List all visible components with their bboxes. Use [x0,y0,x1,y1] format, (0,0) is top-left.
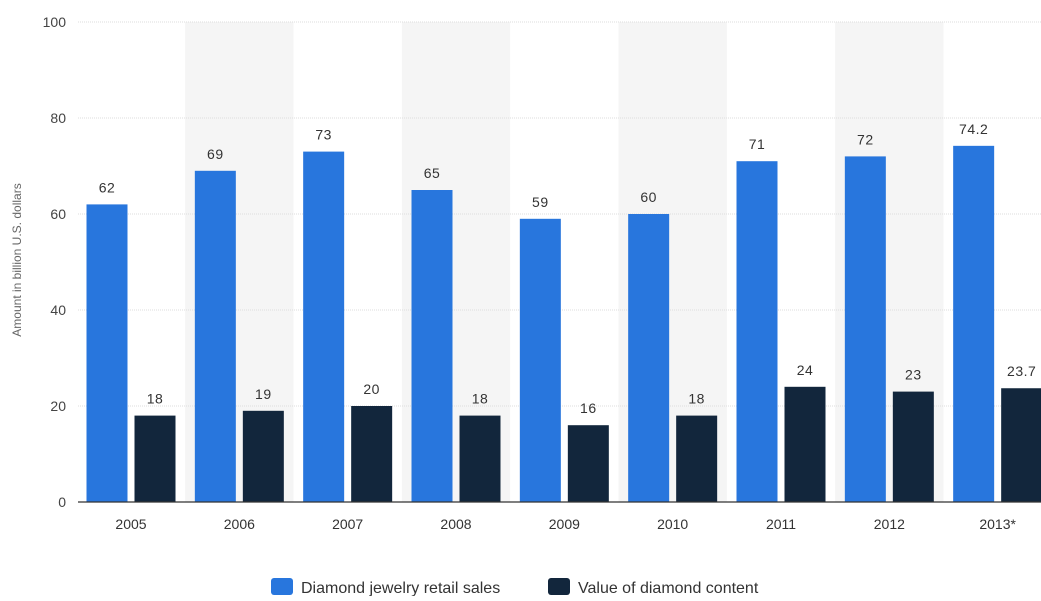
bar-retail-sales[interactable] [195,171,236,502]
y-tick-label: 60 [50,206,66,222]
bar-retail-sales[interactable] [737,161,778,502]
bar-retail-sales[interactable] [520,219,561,502]
y-tick-label: 100 [43,14,67,30]
x-tick-label: 2006 [224,516,255,532]
x-tick-label: 2012 [874,516,905,532]
background-bands [185,22,943,502]
bar-retail-sales[interactable] [628,214,669,502]
bar-retail-sales[interactable] [845,156,886,502]
bar-diamond-content[interactable] [785,387,826,502]
data-label-diamond-content: 18 [688,391,705,407]
x-tick-label: 2008 [440,516,471,532]
data-label-retail-sales: 71 [749,136,766,152]
data-label-diamond-content: 24 [797,362,814,378]
legend-swatch-diamond-content [548,578,570,595]
data-label-retail-sales: 60 [640,189,657,205]
y-tick-label: 20 [50,398,66,414]
legend: Diamond jewelry retail sales Value of di… [271,578,759,596]
legend-item-retail-sales[interactable]: Diamond jewelry retail sales [271,578,500,596]
legend-item-diamond-content[interactable]: Value of diamond content [548,578,759,596]
data-label-diamond-content: 18 [147,391,164,407]
x-tick-label: 2011 [766,516,796,532]
bar-diamond-content[interactable] [568,425,609,502]
bar-retail-sales[interactable] [303,152,344,502]
data-label-retail-sales: 65 [424,165,441,181]
bar-diamond-content[interactable] [893,392,934,502]
bar-diamond-content[interactable] [135,416,176,502]
data-label-retail-sales: 59 [532,194,549,210]
data-label-retail-sales: 74.2 [959,121,988,137]
data-label-diamond-content: 23.7 [1007,363,1036,379]
x-tick-label: 2007 [332,516,363,532]
y-axis-ticks: 0 20 40 60 80 100 [43,14,67,510]
legend-swatch-retail-sales [271,578,293,595]
data-label-diamond-content: 20 [363,381,380,397]
bar-retail-sales[interactable] [412,190,453,502]
data-label-retail-sales: 69 [207,146,224,162]
data-label-retail-sales: 73 [315,127,332,143]
bar-diamond-content[interactable] [1001,388,1041,502]
x-tick-label: 2010 [657,516,688,532]
bar-diamond-content[interactable] [351,406,392,502]
legend-label-retail-sales: Diamond jewelry retail sales [301,580,500,596]
bar-diamond-content[interactable] [676,416,717,502]
y-tick-label: 0 [58,494,66,510]
y-tick-label: 40 [50,302,66,318]
x-tick-label: 2013* [979,516,1016,532]
x-tick-label: 2005 [115,516,146,532]
data-label-diamond-content: 23 [905,367,922,383]
data-label-diamond-content: 16 [580,400,597,416]
data-label-retail-sales: 62 [99,179,116,195]
data-label-diamond-content: 18 [472,391,489,407]
data-label-diamond-content: 19 [255,386,272,402]
y-tick-label: 80 [50,110,66,126]
data-label-retail-sales: 72 [857,131,874,147]
bar-retail-sales[interactable] [87,204,128,502]
x-axis-ticks: 2005 2006 2007 2008 2009 2010 2011 2012 2013* [115,516,1016,532]
bar-diamond-content[interactable] [243,411,284,502]
y-axis-label: Amount in billion U.S. dollars [10,183,24,336]
bar-diamond-content[interactable] [460,416,501,502]
legend-label-diamond-content: Value of diamond content [578,580,759,596]
bar-retail-sales[interactable] [953,146,994,502]
x-tick-label: 2009 [549,516,580,532]
